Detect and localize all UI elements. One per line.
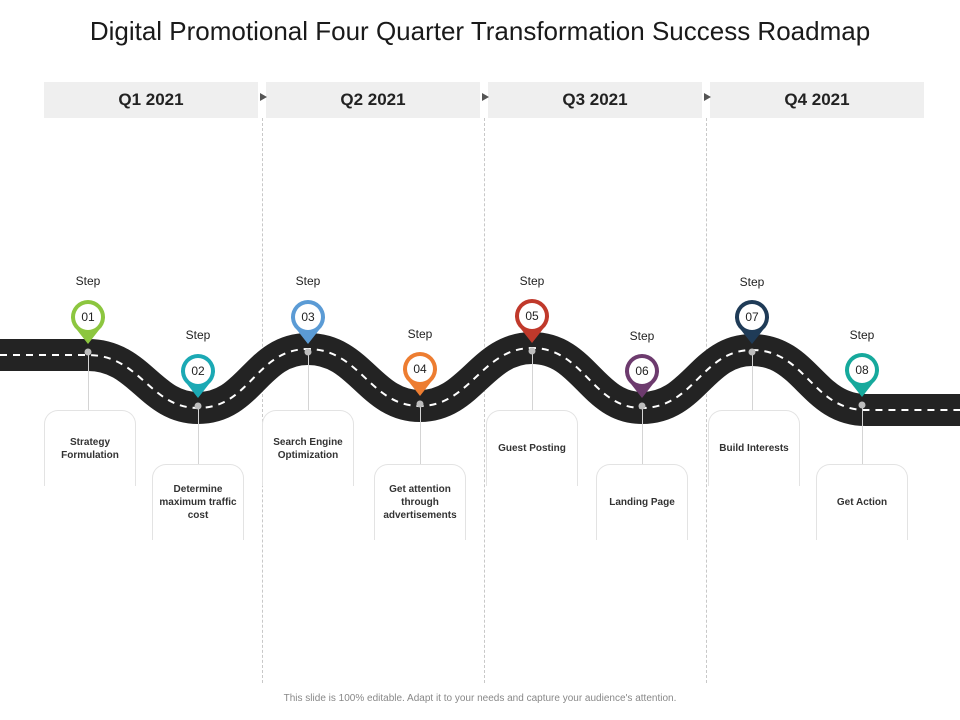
quarter-q3: Q3 2021 [488, 82, 702, 118]
step-connector [752, 352, 753, 410]
step-number: 05 [525, 309, 539, 323]
step-number: 01 [81, 310, 95, 324]
step-connector [420, 404, 421, 464]
step-card: Landing Page [596, 464, 688, 540]
step-card: Get attention through advertisements [374, 464, 466, 540]
step-number: 06 [635, 364, 649, 378]
pin-anchor-dot [528, 347, 536, 355]
pin-anchor-dot [416, 400, 424, 408]
step-number: 02 [191, 364, 205, 378]
step-connector [642, 406, 643, 464]
footer-note: This slide is 100% editable. Adapt it to… [283, 693, 677, 704]
step-word: Step [849, 328, 875, 342]
quarter-divider [706, 118, 707, 683]
step-word: Step [185, 328, 211, 342]
step-card: Search Engine Optimization [262, 410, 354, 486]
pin-anchor-dot [84, 348, 92, 356]
quarter-label: Q1 2021 [118, 90, 184, 109]
step-02-marker: 02 [178, 352, 218, 400]
step-card: Get Action [816, 464, 908, 540]
step-word: Step [629, 329, 655, 343]
step-04-marker: 04 [400, 350, 440, 398]
page-title: Digital Promotional Four Quarter Transfo… [89, 16, 871, 46]
step-01-marker: 01 [68, 298, 108, 346]
step-word: Step [407, 327, 433, 341]
quarter-q1: Q1 2021 [44, 82, 258, 118]
map-pin-icon [735, 300, 769, 344]
quarter-label: Q2 2021 [340, 90, 406, 109]
step-card: Strategy Formulation [44, 410, 136, 486]
step-card: Determine maximum traffic cost [152, 464, 244, 540]
quarter-q2: Q2 2021 [266, 82, 480, 118]
map-pin-icon [625, 354, 659, 398]
pin-anchor-dot [194, 402, 202, 410]
step-card: Build Interests [708, 410, 800, 486]
map-pin-icon [181, 354, 215, 398]
step-word: Step [739, 275, 765, 289]
step-card: Guest Posting [486, 410, 578, 486]
arrow-right-icon [704, 93, 711, 101]
step-connector [198, 406, 199, 464]
step-06-marker: 06 [622, 352, 662, 400]
quarter-label: Q4 2021 [784, 90, 850, 109]
quarter-label: Q3 2021 [562, 90, 628, 109]
step-number: 03 [301, 310, 315, 324]
step-number: 08 [855, 363, 869, 377]
quarter-q4: Q4 2021 [710, 82, 924, 118]
step-number: 04 [413, 362, 427, 376]
pin-anchor-dot [638, 402, 646, 410]
arrow-right-icon [482, 93, 489, 101]
step-08-marker: 08 [842, 351, 882, 399]
step-connector [532, 351, 533, 410]
step-connector [88, 352, 89, 410]
quarter-divider [262, 118, 263, 683]
map-pin-icon [403, 352, 437, 396]
step-05-marker: 05 [512, 297, 552, 345]
step-word: Step [75, 274, 101, 288]
map-pin-icon [71, 300, 105, 344]
pin-anchor-dot [748, 348, 756, 356]
step-07-marker: 07 [732, 298, 772, 346]
pin-anchor-dot [304, 348, 312, 356]
map-pin-icon [515, 299, 549, 343]
step-connector [862, 405, 863, 464]
step-number: 07 [745, 310, 759, 324]
pin-anchor-dot [858, 401, 866, 409]
arrow-right-icon [260, 93, 267, 101]
step-connector [308, 352, 309, 410]
map-pin-icon [845, 353, 879, 397]
road-center-line [0, 346, 960, 411]
quarter-divider [484, 118, 485, 683]
step-word: Step [295, 274, 321, 288]
step-03-marker: 03 [288, 298, 328, 346]
map-pin-icon [291, 300, 325, 344]
step-word: Step [519, 274, 545, 288]
